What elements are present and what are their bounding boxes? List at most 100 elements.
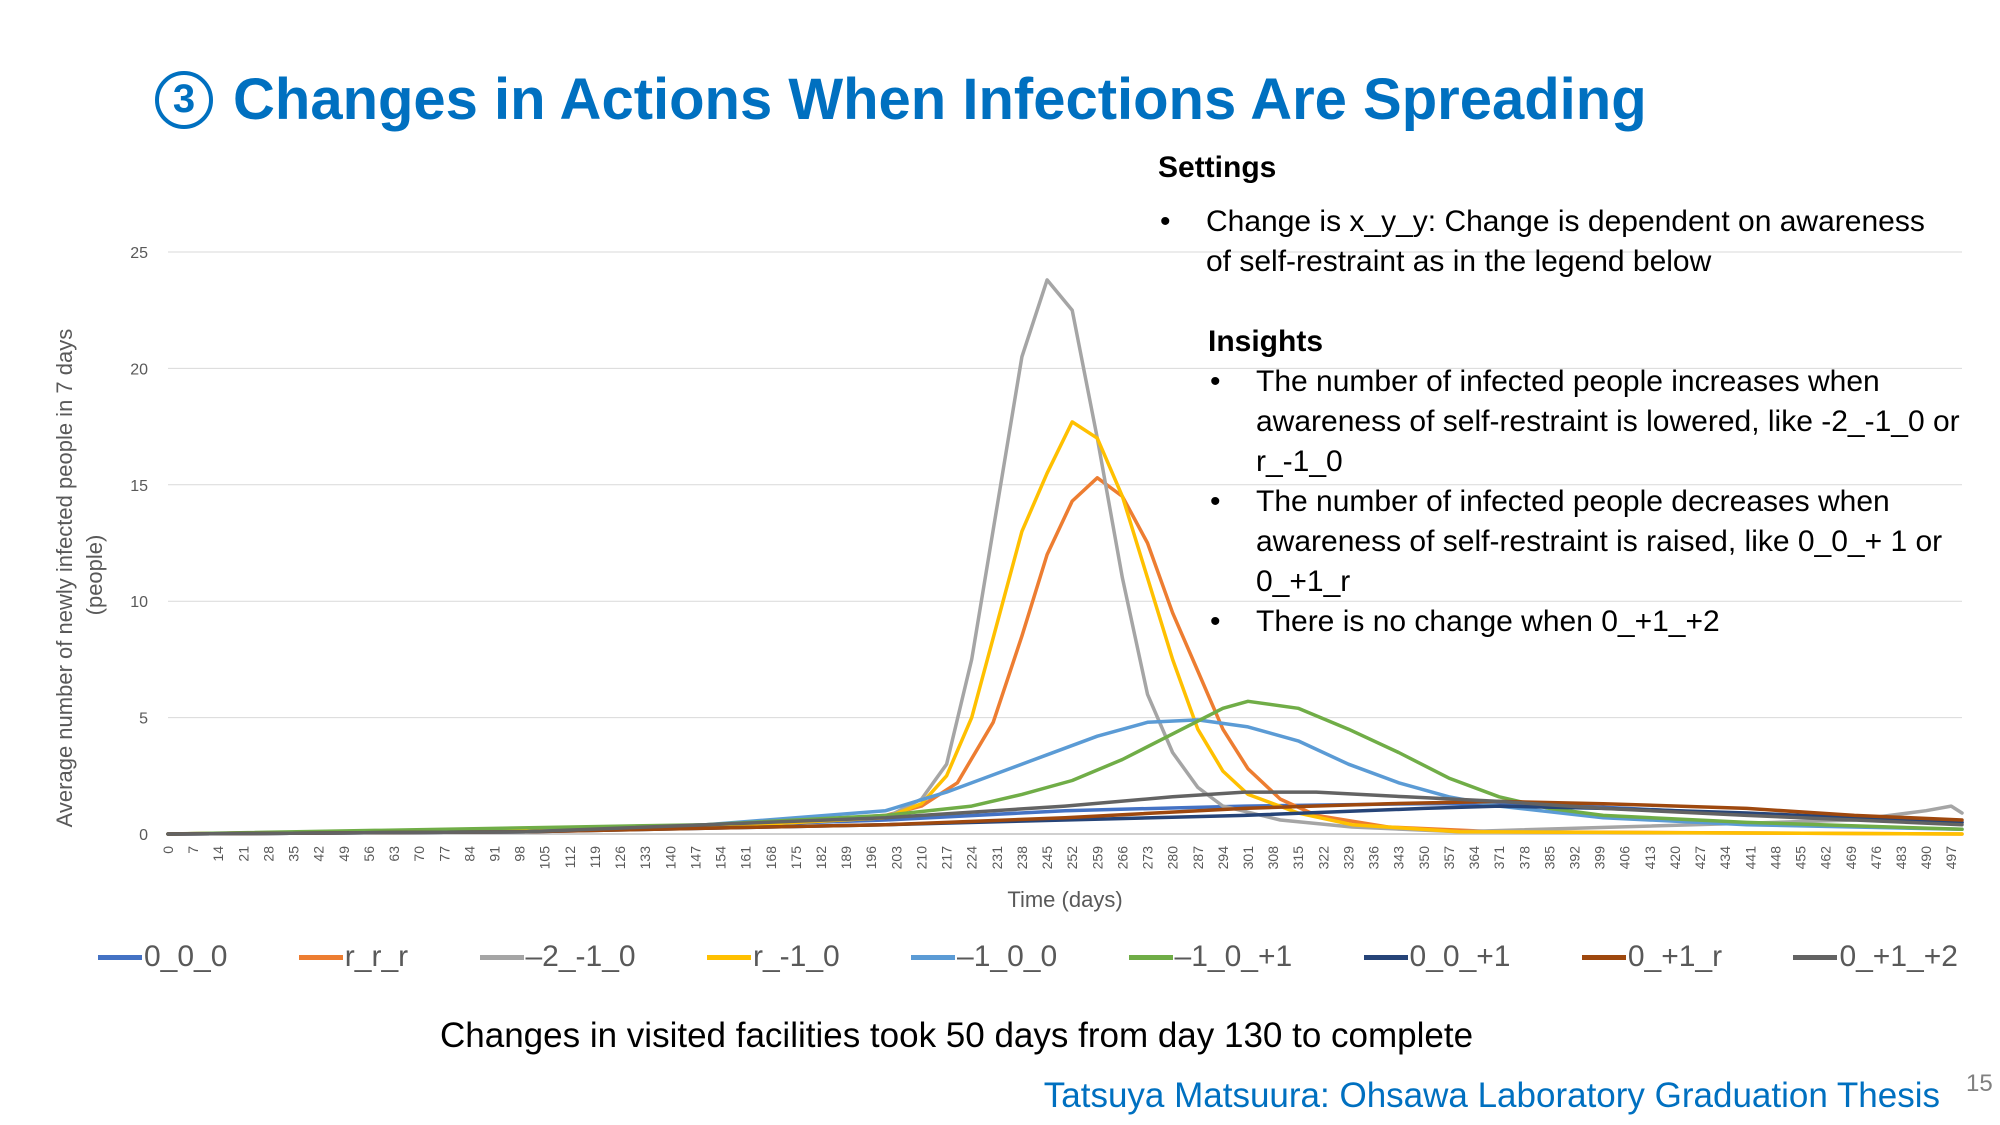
x-tick-label: 231 xyxy=(989,846,1005,870)
x-tick-label: 357 xyxy=(1441,846,1457,870)
x-tick-label: 42 xyxy=(311,846,327,862)
legend-item-5: –1_0_0 xyxy=(911,935,1057,979)
x-tick-label: 252 xyxy=(1064,846,1080,870)
x-tick-label: 413 xyxy=(1642,846,1658,870)
legend-label: 0_+1_+2 xyxy=(1839,940,1958,973)
x-tick-label: 259 xyxy=(1089,846,1105,870)
x-tick-label: 266 xyxy=(1114,846,1130,870)
x-tick-label: 203 xyxy=(888,846,904,870)
x-tick-label: 14 xyxy=(210,846,226,862)
chart-note: Changes in visited facilities took 50 da… xyxy=(440,1016,1474,1055)
x-tick-label: 224 xyxy=(964,846,980,870)
y-axis-label-line-1: Average number of newly infected people … xyxy=(52,329,77,828)
y-tick-label: 10 xyxy=(130,594,148,611)
x-tick-label: 287 xyxy=(1190,846,1206,870)
x-tick-label: 238 xyxy=(1014,846,1030,870)
x-tick-label: 63 xyxy=(386,846,402,862)
legend-item-3: –2_-1_0 xyxy=(479,935,636,979)
x-tick-label: 364 xyxy=(1466,846,1482,870)
x-tick-label: 455 xyxy=(1793,846,1809,870)
x-tick-label: 497 xyxy=(1943,846,1959,870)
x-tick-label: 84 xyxy=(461,846,477,862)
legend-item-7: 0_0_+1 xyxy=(1363,935,1511,979)
x-tick-label: 56 xyxy=(361,846,377,862)
y-tick-label: 15 xyxy=(130,478,148,495)
x-tick-label: 217 xyxy=(939,846,955,870)
legend-item-9: 0_+1_+2 xyxy=(1793,935,1958,979)
chart-series xyxy=(166,278,1964,836)
x-tick-label: 0 xyxy=(160,846,176,854)
x-tick-label: 112 xyxy=(562,846,578,869)
legend-swatch xyxy=(911,954,956,960)
x-tick-label: 448 xyxy=(1767,846,1783,870)
x-tick-label: 154 xyxy=(713,846,729,870)
x-tick-label: 406 xyxy=(1617,846,1633,870)
legend-item-6: –1_0_+1 xyxy=(1128,935,1293,979)
slide-title: 3 Changes in Actions When Infections Are… xyxy=(155,66,1647,133)
legend-item-1: 0_0_0 xyxy=(98,935,227,979)
x-tick-label: 371 xyxy=(1491,846,1507,870)
legend-label: r_r_r xyxy=(344,940,409,973)
x-tick-label: 126 xyxy=(612,846,628,870)
x-tick-label: 280 xyxy=(1165,846,1181,870)
page-number: 15 xyxy=(1966,1070,1993,1097)
legend-swatch xyxy=(706,954,751,960)
x-tick-label: 420 xyxy=(1667,846,1683,870)
x-tick-label: 7 xyxy=(185,846,201,854)
legend-label: 0_0_+1 xyxy=(1409,940,1511,973)
x-tick-label: 476 xyxy=(1868,846,1884,870)
y-axis-label-line-2: (people) xyxy=(82,535,107,616)
legend-item-4: r_-1_0 xyxy=(706,935,840,979)
x-tick-label: 182 xyxy=(813,846,829,870)
legend-swatch xyxy=(1793,954,1838,960)
y-tick-label: 20 xyxy=(130,361,148,378)
legend-label: 0_+1_r xyxy=(1627,940,1723,973)
insight-bullet-2: The number of infected people decreases … xyxy=(1208,482,1968,602)
x-tick-label: 91 xyxy=(487,846,503,862)
x-tick-label: 434 xyxy=(1717,846,1733,870)
series-line-9 xyxy=(166,790,1964,836)
x-tick-label: 35 xyxy=(286,846,302,862)
settings-panel: Settings Change is x_y_y: Change is depe… xyxy=(1158,148,1958,282)
x-tick-label: 329 xyxy=(1340,846,1356,870)
legend-swatch xyxy=(479,954,524,960)
legend-swatch xyxy=(1363,954,1408,960)
x-tick-label: 21 xyxy=(235,846,251,862)
x-tick-label: 441 xyxy=(1742,846,1758,870)
x-tick-label: 175 xyxy=(788,846,804,870)
x-tick-label: 378 xyxy=(1516,846,1532,870)
legend-label: –2_-1_0 xyxy=(525,940,636,973)
x-tick-label: 385 xyxy=(1541,846,1557,870)
settings-heading: Settings xyxy=(1158,151,1277,184)
insight-bullet-3: There is no change when 0_+1_+2 xyxy=(1208,602,1968,642)
x-tick-label: 392 xyxy=(1566,846,1582,870)
legend-label: –1_0_+1 xyxy=(1174,940,1293,973)
y-tick-label: 25 xyxy=(130,245,148,262)
x-tick-label: 119 xyxy=(587,846,603,869)
legend-item-2: r_r_r xyxy=(298,935,409,979)
x-tick-label: 399 xyxy=(1592,846,1608,870)
legend-label: 0_0_0 xyxy=(144,940,228,973)
legend-label: r_-1_0 xyxy=(752,940,840,973)
x-tick-label: 105 xyxy=(537,846,553,870)
line-chart: 0 5 10 15 20 25 0 7 14 21 28 35 42 49 56 63 70 77 84 91 98 1… xyxy=(52,245,1964,912)
x-tick-label: 168 xyxy=(763,846,779,870)
y-tick-label: 5 xyxy=(139,711,148,728)
x-tick-label: 189 xyxy=(838,846,854,870)
x-tick-label: 308 xyxy=(1265,846,1281,870)
x-tick-label: 336 xyxy=(1366,846,1382,870)
y-axis-ticks: 0 5 10 15 20 25 xyxy=(130,245,148,844)
chart-legend: 0_0_0 r_r_r –2_-1_0 r_-1_0 –1_0_0 –1_0_+1 0_0_… xyxy=(98,935,1958,979)
x-tick-label: 161 xyxy=(738,846,754,870)
x-tick-label: 294 xyxy=(1215,846,1231,870)
series-line-3 xyxy=(166,278,1964,836)
y-tick-label: 0 xyxy=(139,827,148,844)
x-tick-label: 28 xyxy=(260,846,276,862)
x-tick-label: 147 xyxy=(687,846,703,870)
x-tick-label: 273 xyxy=(1140,846,1156,870)
x-tick-label: 350 xyxy=(1416,846,1432,870)
x-tick-label: 462 xyxy=(1818,846,1834,870)
legend-swatch xyxy=(1581,954,1626,960)
legend-swatch xyxy=(298,954,343,960)
x-tick-label: 245 xyxy=(1039,846,1055,870)
